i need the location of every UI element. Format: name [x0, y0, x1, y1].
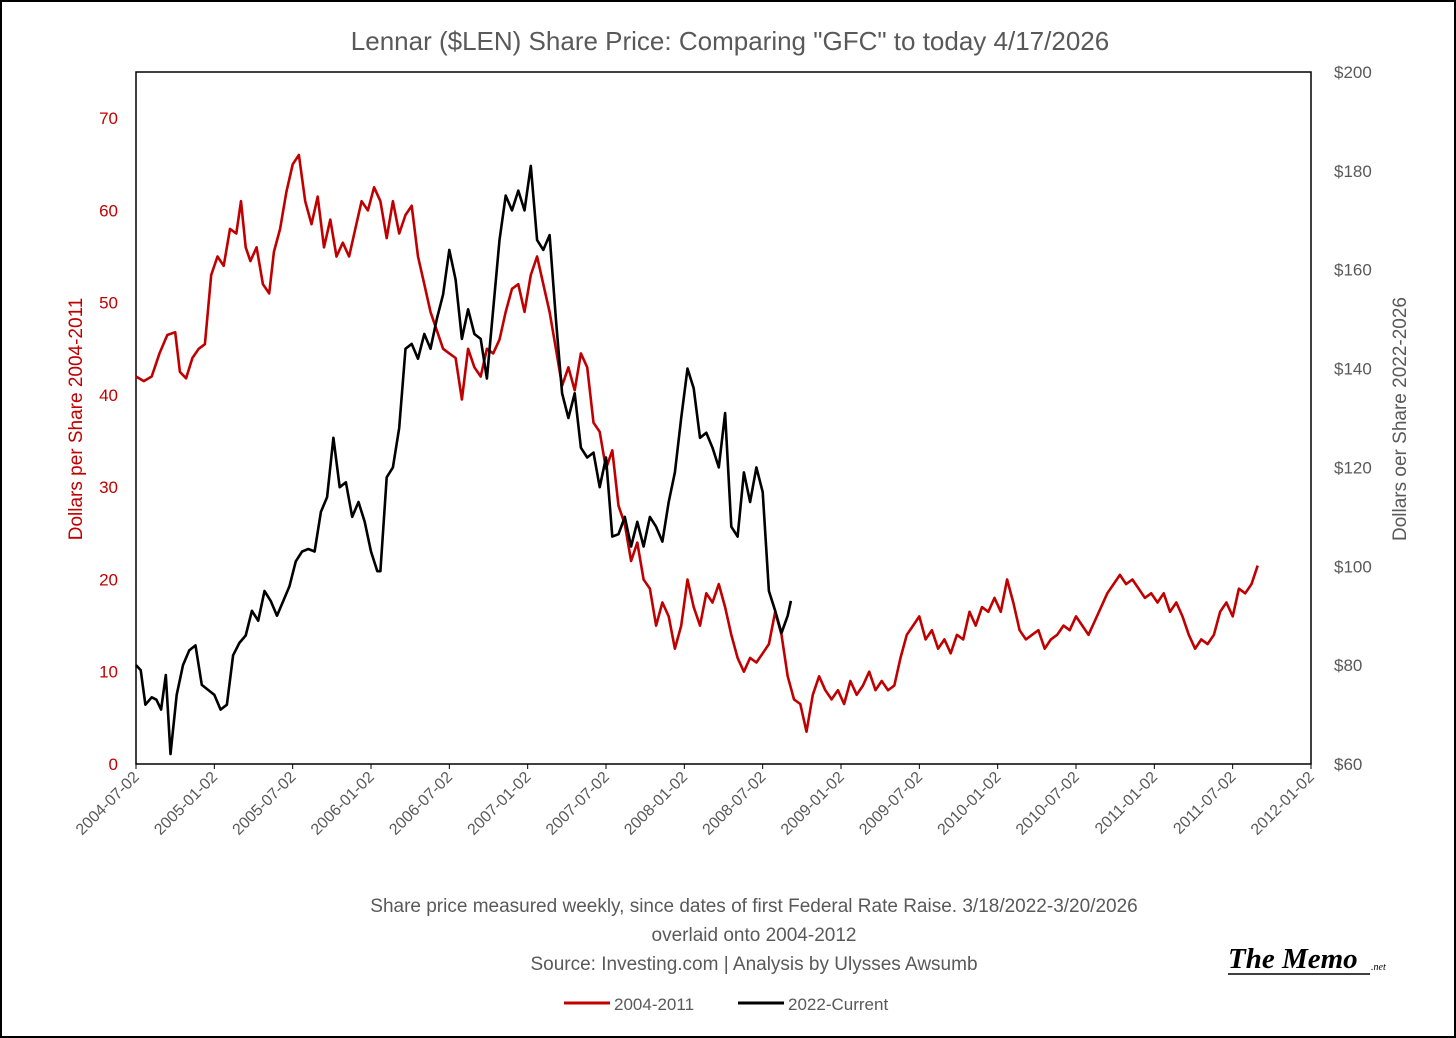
y-right-tick-label: $160 — [1334, 261, 1372, 280]
y-right-tick-label: $120 — [1334, 458, 1372, 477]
x-tick-label: 2010-01-02 — [935, 769, 1005, 839]
y-right-tick-label: $180 — [1334, 162, 1372, 181]
x-tick-label: 2004-07-02 — [73, 769, 143, 839]
y-axis-right-label: Dollars oer Share 2022-2026 — [1390, 297, 1411, 541]
y-left-tick-label: 10 — [99, 663, 118, 682]
logo-suffix: .net — [1371, 962, 1386, 973]
x-tick-label: 2009-01-02 — [778, 769, 848, 839]
plot-area — [135, 71, 1312, 765]
series-line-2022-current — [135, 164, 793, 756]
y-axis-left-ticks: 0 10 20 30 40 50 60 70 — [99, 109, 118, 774]
x-axis-ticks: 2004-07-02 2005-01-02 2005-07-02 2006-01-02… — [73, 764, 1318, 839]
x-tick-label: 2008-01-02 — [621, 769, 691, 839]
y-right-tick-label: $200 — [1334, 63, 1372, 82]
x-tick-label: 2005-01-02 — [151, 769, 221, 839]
x-tick-label: 2011-07-02 — [1170, 769, 1239, 838]
y-axis-left-label: Dollars per Share 2004-2011 — [66, 298, 87, 541]
x-tick-label: 2010-07-02 — [1013, 769, 1083, 839]
chart-title: Lennar ($LEN) Share Price: Comparing "GF… — [351, 26, 1109, 56]
note-line-3: Source: Investing.com | Analysis by Ulys… — [530, 954, 977, 975]
x-tick-label: 2008-07-02 — [700, 769, 770, 839]
x-tick-label: 2012-01-02 — [1248, 769, 1318, 839]
y-right-tick-label: $100 — [1334, 557, 1372, 576]
note-line-2: overlaid onto 2004-2012 — [652, 925, 857, 946]
x-tick-label: 2007-01-02 — [465, 769, 535, 839]
y-left-tick-label: 50 — [99, 294, 118, 313]
y-left-tick-label: 30 — [99, 478, 118, 497]
the-memo-logo: The Memo .net — [1228, 943, 1386, 975]
series-line-2004-2011 — [135, 153, 1259, 733]
y-right-tick-label: $80 — [1334, 656, 1362, 675]
legend: 2004-2011 2022-Current — [564, 995, 888, 1014]
x-tick-label: 2009-07-02 — [856, 769, 926, 839]
legend-label-2022-current: 2022-Current — [788, 995, 888, 1014]
y-right-tick-label: $60 — [1334, 755, 1362, 774]
x-tick-label: 2006-07-02 — [386, 769, 456, 839]
y-left-tick-label: 20 — [99, 570, 118, 589]
logo-text: The Memo — [1228, 943, 1358, 975]
y-left-tick-label: 70 — [99, 109, 118, 128]
x-tick-label: 2011-01-02 — [1092, 769, 1161, 838]
x-tick-label: 2005-07-02 — [230, 769, 300, 839]
x-tick-label: 2007-07-02 — [543, 769, 613, 839]
y-axis-right-ticks: $60 $80 $100 $120 $140 $160 $180 $200 — [1334, 63, 1372, 774]
note-line-1: Share price measured weekly, since dates… — [370, 896, 1137, 917]
y-left-tick-label: 60 — [99, 201, 118, 220]
y-left-tick-label: 0 — [109, 755, 118, 774]
y-right-tick-label: $140 — [1334, 360, 1372, 379]
y-left-tick-label: 40 — [99, 386, 118, 405]
legend-label-2004-2011: 2004-2011 — [614, 995, 694, 1014]
x-tick-label: 2006-01-02 — [308, 769, 378, 839]
